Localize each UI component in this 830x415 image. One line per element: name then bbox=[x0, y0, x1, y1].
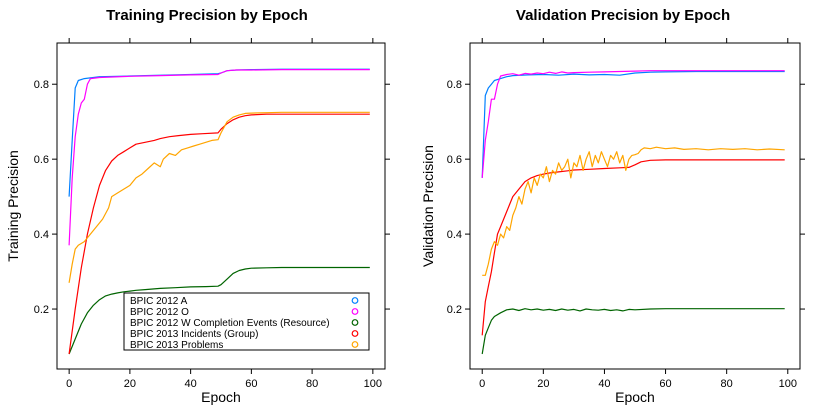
legend-label: BPIC 2012 W Completion Events (Resource) bbox=[130, 318, 330, 329]
legend-marker bbox=[351, 308, 359, 315]
x-tick-label: 100 bbox=[364, 378, 382, 390]
x-tick-label: 0 bbox=[479, 378, 485, 390]
y-tick-label: 0.2 bbox=[447, 304, 462, 316]
series-line-0-0 bbox=[68, 68, 370, 197]
x-tick-label: 80 bbox=[306, 378, 318, 390]
legend-marker bbox=[351, 330, 359, 337]
legend-box bbox=[123, 292, 370, 351]
x-tick-label: 0 bbox=[66, 378, 72, 390]
x-axis-label: Epoch bbox=[201, 389, 241, 405]
series-line-1-4 bbox=[482, 146, 785, 276]
y-tick-label: 0.6 bbox=[447, 154, 462, 166]
x-tick-label: 80 bbox=[721, 378, 733, 390]
y-tick-label: 0.8 bbox=[447, 79, 462, 91]
x-tick-label: 40 bbox=[598, 378, 610, 390]
y-tick-label: 0.2 bbox=[34, 304, 49, 316]
legend-marker bbox=[351, 319, 359, 326]
x-tick-label: 60 bbox=[245, 378, 257, 390]
legend-label: BPIC 2013 Problems bbox=[130, 340, 223, 351]
x-tick-label: 20 bbox=[124, 378, 136, 390]
y-tick-label: 0.6 bbox=[34, 154, 49, 166]
x-tick-label: 20 bbox=[537, 378, 549, 390]
y-axis-label: Validation Precision bbox=[420, 145, 436, 267]
y-tick-label: 0.4 bbox=[34, 229, 49, 241]
legend-marker bbox=[351, 297, 359, 304]
series-line-0-4 bbox=[68, 111, 370, 283]
legend-label: BPIC 2013 Incidents (Group) bbox=[130, 329, 258, 340]
series-line-0-1 bbox=[68, 68, 370, 246]
series-line-1-1 bbox=[481, 70, 785, 178]
series-line-0-2 bbox=[68, 266, 370, 355]
y-tick-label: 0.4 bbox=[447, 229, 462, 241]
legend-marker bbox=[351, 341, 359, 348]
x-axis-label: Epoch bbox=[615, 389, 655, 405]
y-axis-label: Training Precision bbox=[5, 150, 21, 262]
series-line-1-0 bbox=[481, 70, 785, 178]
panel-title: Validation Precision by Epoch bbox=[516, 7, 730, 24]
legend-label: BPIC 2012 A bbox=[130, 296, 188, 307]
plot-frame bbox=[56, 42, 386, 370]
plot-frame bbox=[469, 42, 801, 370]
x-tick-label: 100 bbox=[779, 378, 797, 390]
panel-title: Training Precision by Epoch bbox=[106, 7, 308, 24]
series-line-0-3 bbox=[68, 113, 370, 355]
x-tick-label: 40 bbox=[185, 378, 197, 390]
y-tick-label: 0.8 bbox=[34, 79, 49, 91]
x-tick-label: 60 bbox=[659, 378, 671, 390]
series-line-1-2 bbox=[481, 308, 785, 355]
legend-label: BPIC 2012 O bbox=[130, 307, 189, 318]
